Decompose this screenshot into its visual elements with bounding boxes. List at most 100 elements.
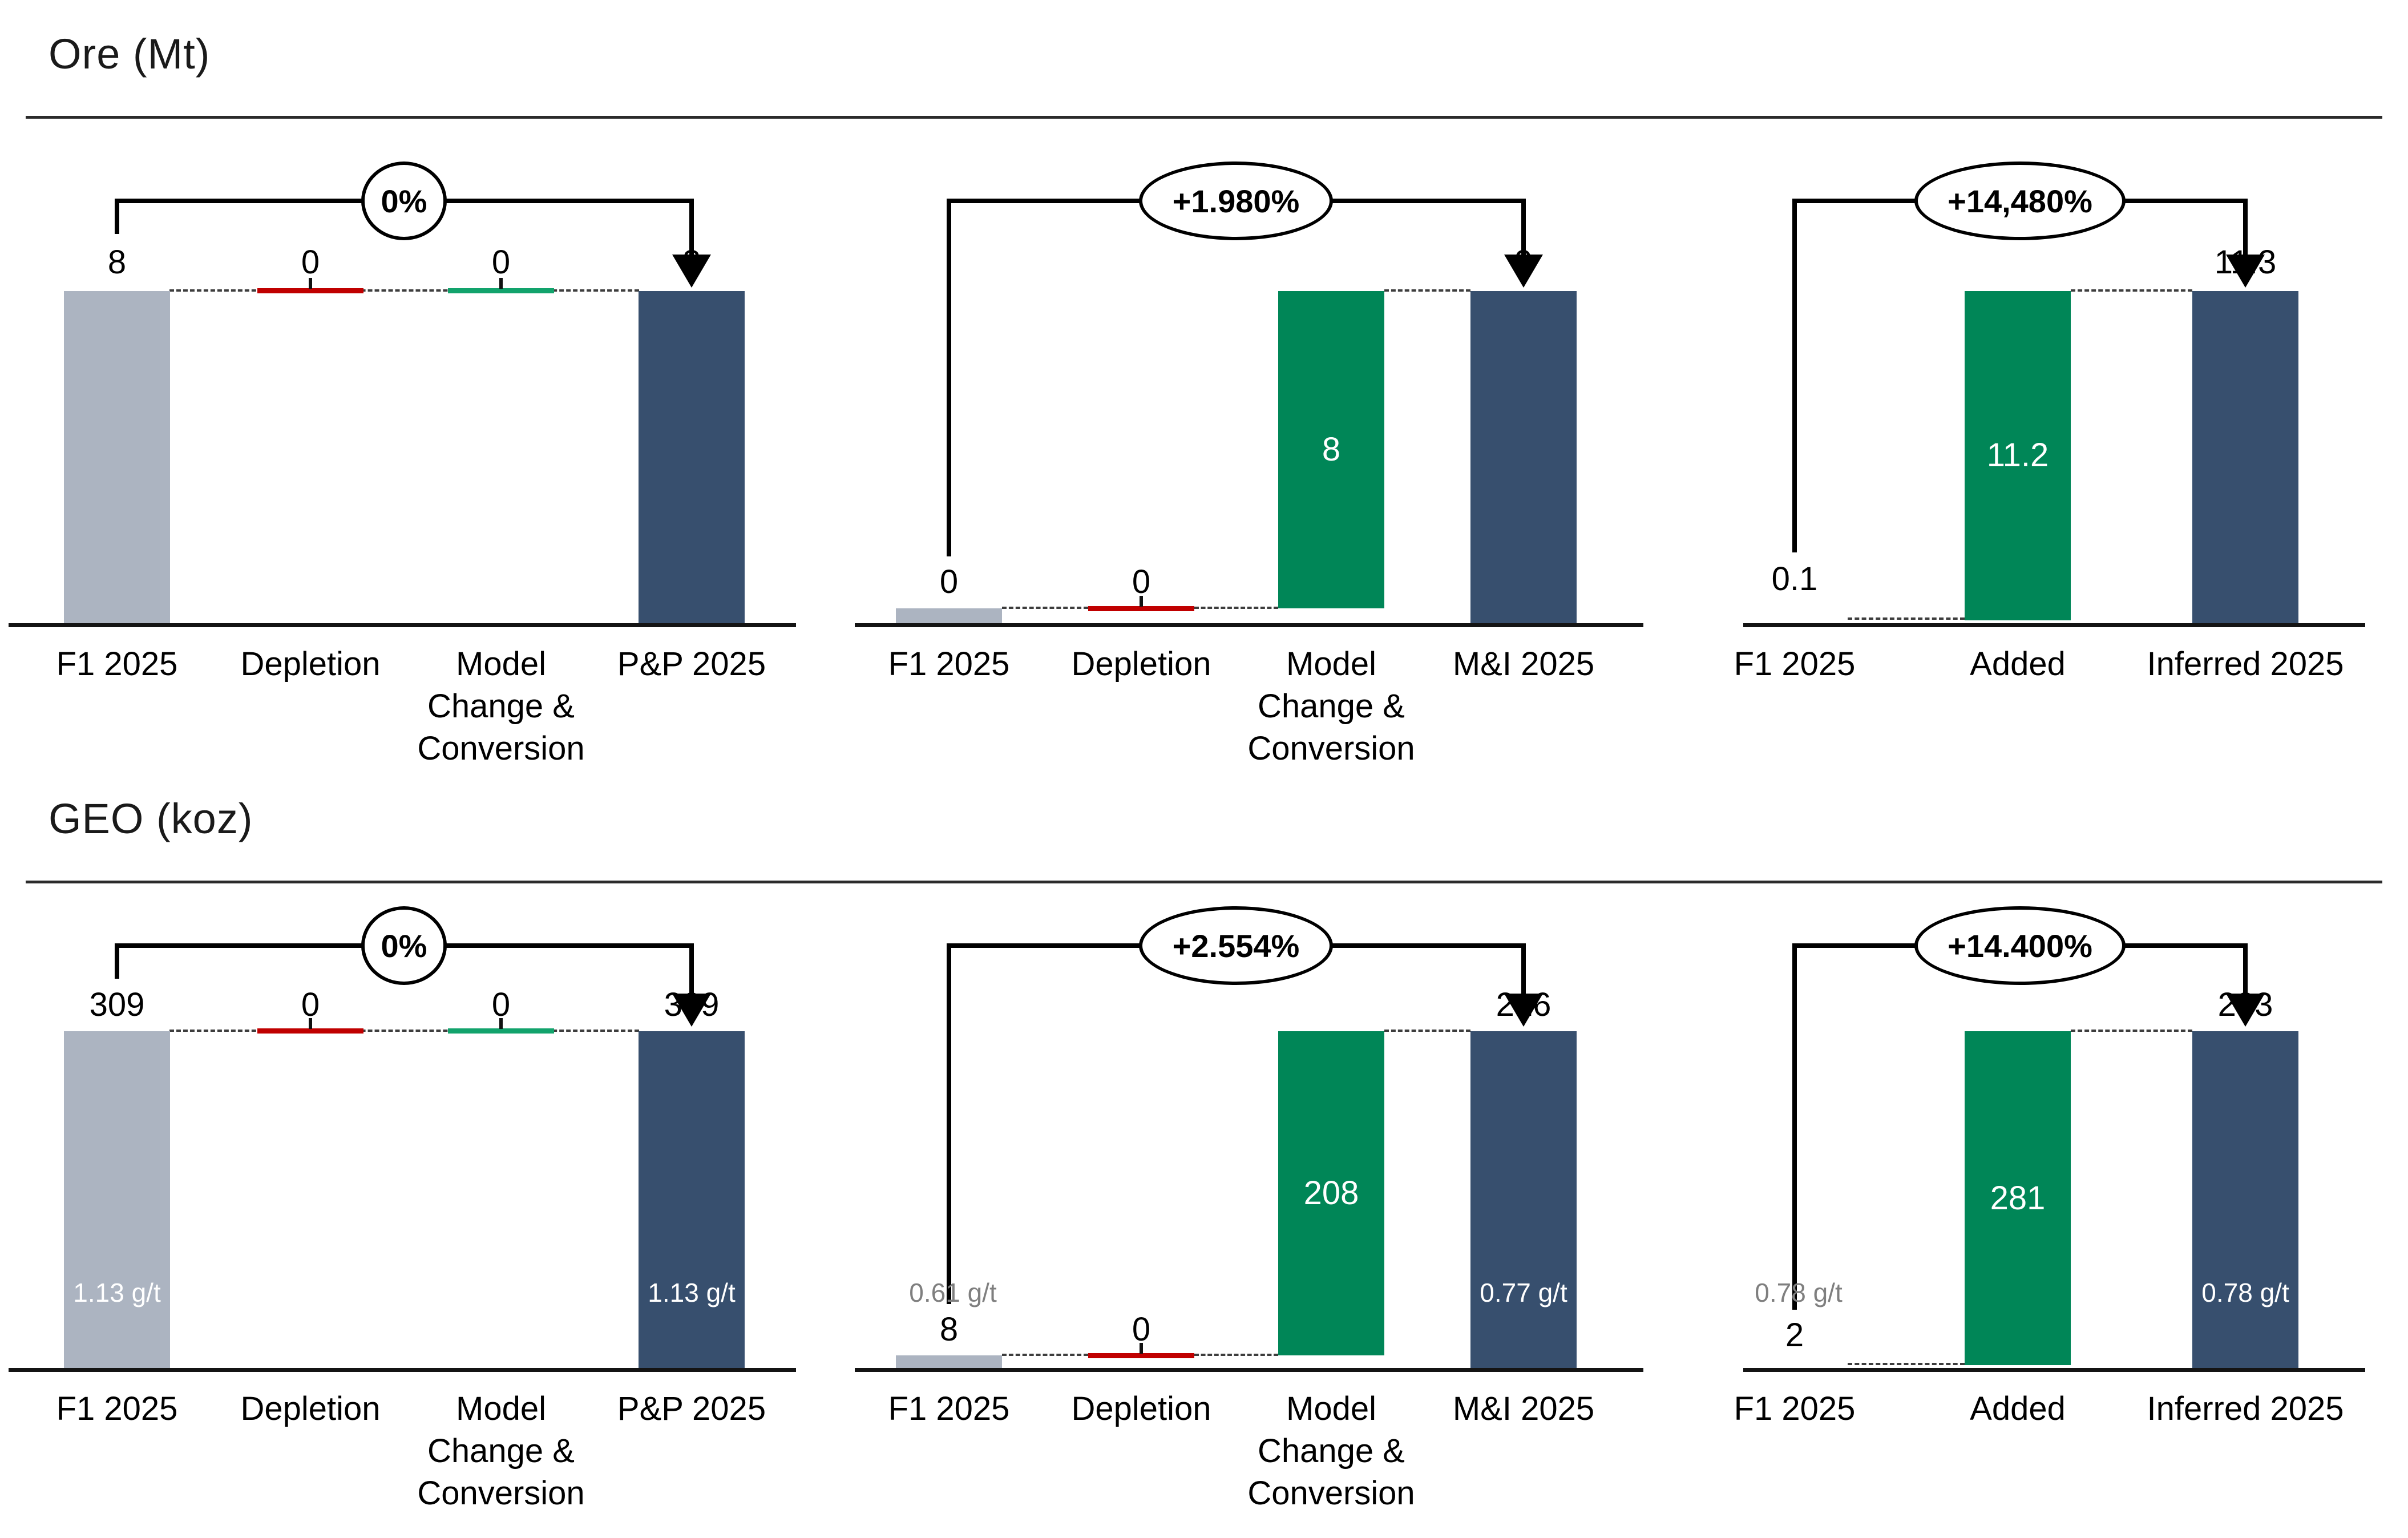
dashed-connector [1002,607,1088,609]
zero-tick [1140,596,1143,607]
category-label: Depletion [1071,1390,1211,1427]
category-label: F1 2025 [1734,1390,1856,1427]
category-label: Depletion [1071,645,1211,683]
dashed-connector [1194,607,1278,609]
bar-added [1965,1031,2071,1365]
dashed-connector [1002,1354,1088,1356]
category-label: Model Change & Conversion [1247,1390,1415,1512]
value-label: 0.1 [1771,560,1818,598]
section-divider-geo [26,881,2382,883]
grade-label: 0.61 g/t [909,1278,997,1307]
zero-tick [1140,1343,1143,1354]
value-label: 309 [664,986,720,1023]
value-label: 0 [939,563,959,600]
value-label: 283 [2217,986,2273,1023]
change-bracket-end [1521,943,1526,996]
zero-tick [309,278,312,289]
waterfall-axis [855,623,1643,627]
change-badge: 0% [361,162,447,240]
bracket-arrowhead [672,994,711,1027]
value-label: 0 [491,986,511,1023]
bracket-arrowhead [1504,255,1543,288]
category-label: F1 2025 [888,645,1010,683]
category-label: Depletion [240,645,381,683]
depletion-marker [257,1028,363,1034]
dashed-connector [1384,1030,1470,1032]
bracket-arrowhead [672,255,711,288]
dashed-connector [1194,1354,1278,1356]
bar-inferred-2025 [2192,1031,2298,1368]
waterfall-axis [855,1368,1643,1372]
dashed-connector [1384,289,1470,292]
bar-f1-2025 [64,1031,170,1368]
value-label: 8 [107,244,127,281]
waterfall-axis [1743,1368,2365,1372]
bar-pnp-2025 [639,1031,745,1368]
bar-mni-2025 [1470,1031,1577,1368]
value-label: 0 [301,986,320,1023]
change-bracket-start [947,199,951,556]
change-bracket-start [115,199,119,234]
change-bracket-start [947,943,951,1304]
category-label: M&I 2025 [1452,1390,1595,1427]
value-label: 2 [1785,1317,1804,1354]
bar-pnp-2025 [639,291,745,623]
dashed-connector [2071,1030,2192,1032]
bar-model-change [1278,291,1384,608]
value-label: 309 [89,986,145,1023]
zero-tick [499,278,503,289]
section-title-ore: Ore (Mt) [49,30,211,78]
in-bar-value-label: 11.2 [1986,437,2049,474]
zero-tick [309,1018,312,1029]
category-label: P&P 2025 [617,1390,766,1427]
depletion-marker [1088,1353,1194,1358]
bar-f1-2025 [64,291,170,623]
dashed-connector [1848,1363,1965,1365]
section-divider-ore [26,116,2382,119]
category-label: F1 2025 [1734,645,1856,683]
model-change-marker [448,288,554,293]
dashed-connector [2071,289,2192,292]
category-label: Added [1970,645,2066,683]
bar-mni-2025 [1470,291,1577,623]
category-label: Inferred 2025 [2147,1390,2344,1427]
value-label: 8 [939,1311,959,1348]
bar-inferred-2025 [2192,291,2298,623]
category-label: P&P 2025 [617,645,766,683]
grade-label: 0.78 g/t [2201,1278,2289,1307]
model-change-marker [448,1028,554,1034]
grade-label: 0.77 g/t [1480,1278,1567,1307]
change-badge: +1.980% [1139,162,1333,240]
in-bar-value-label: 281 [1990,1180,2046,1217]
change-bracket-end [2243,199,2248,256]
category-label: Model Change & Conversion [417,1390,585,1512]
change-bracket-end [1521,199,1526,256]
category-label: Model Change & Conversion [417,645,585,767]
value-label: 216 [1496,986,1552,1023]
value-label: 0 [301,244,320,281]
in-bar-value-label: 8 [1322,431,1341,468]
change-badge: 0% [361,906,447,985]
bracket-arrowhead [1504,994,1543,1027]
dashed-connector [169,1030,639,1032]
bar-added [1965,291,2071,620]
depletion-marker [1088,606,1194,611]
change-badge: +2.554% [1139,906,1333,985]
value-label: 11.3 [2214,244,2277,281]
waterfall-axis [9,623,796,627]
change-badge: +14,480% [1914,162,2126,240]
category-label: F1 2025 [888,1390,1010,1427]
change-bracket-end [689,943,694,996]
value-label: 9 [1514,244,1533,281]
zero-tick [499,1018,503,1029]
waterfall-axis [9,1368,796,1372]
grade-label: 0.78 g/t [1755,1278,1843,1307]
change-bracket-end [689,199,694,256]
value-label: 8 [682,244,701,281]
depletion-marker [257,288,363,293]
value-label: 0 [491,244,511,281]
section-title-geo: GEO (koz) [49,795,253,842]
bracket-arrowhead [2226,255,2265,288]
bar-f1-2025 [896,608,1002,623]
change-badge: +14.400% [1914,906,2126,985]
